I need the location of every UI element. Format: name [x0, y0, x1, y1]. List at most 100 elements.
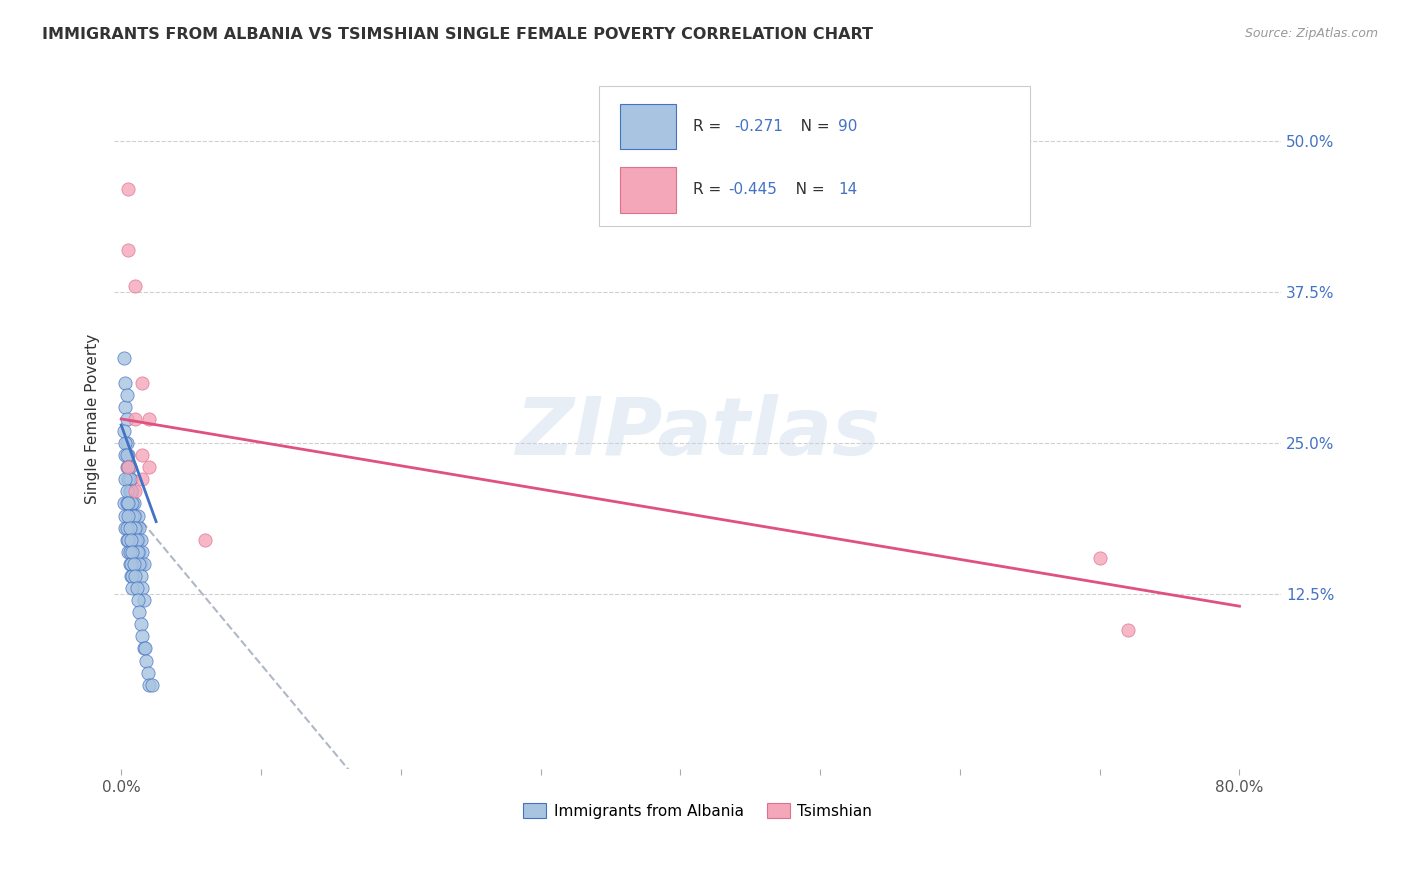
Point [129, 617, 152, 632]
Point [114, 436, 136, 450]
Text: N =: N = [780, 182, 834, 197]
Point [132, 641, 155, 656]
Text: IMMIGRANTS FROM ALBANIA VS TSIMSHIAN SINGLE FEMALE POVERTY CORRELATION CHART: IMMIGRANTS FROM ALBANIA VS TSIMSHIAN SIN… [42, 27, 873, 42]
Point [131, 472, 153, 486]
Point [120, 496, 142, 510]
Point [132, 557, 155, 571]
Text: R =: R = [693, 120, 731, 134]
Text: -0.271: -0.271 [734, 120, 783, 134]
Point [112, 424, 135, 438]
Point [118, 460, 141, 475]
Point [127, 593, 149, 607]
Point [124, 508, 146, 523]
Point [127, 545, 149, 559]
Text: N =: N = [786, 120, 835, 134]
Point [132, 593, 155, 607]
Point [114, 521, 136, 535]
Point [120, 484, 142, 499]
Point [128, 521, 150, 535]
Text: -0.445: -0.445 [728, 182, 778, 197]
Point [121, 533, 143, 547]
Point [136, 665, 159, 680]
Point [124, 412, 146, 426]
Point [115, 412, 138, 426]
Point [117, 182, 139, 196]
Text: 14: 14 [838, 182, 858, 197]
Point [131, 376, 153, 390]
Point [124, 533, 146, 547]
Point [125, 581, 148, 595]
Point [115, 496, 138, 510]
Point [117, 472, 139, 486]
Point [115, 484, 138, 499]
Point [118, 472, 141, 486]
Point [125, 545, 148, 559]
Point [118, 545, 141, 559]
Point [115, 533, 138, 547]
Point [117, 508, 139, 523]
Point [114, 400, 136, 414]
Point [124, 569, 146, 583]
Point [128, 605, 150, 619]
Text: Source: ZipAtlas.com: Source: ZipAtlas.com [1244, 27, 1378, 40]
Point [131, 448, 153, 462]
Point [118, 508, 141, 523]
Point [115, 460, 138, 475]
Point [124, 279, 146, 293]
Y-axis label: Single Female Poverty: Single Female Poverty [86, 334, 100, 504]
Point [114, 508, 136, 523]
Point [112, 496, 135, 510]
Point [121, 496, 143, 510]
Point [120, 472, 142, 486]
Point [117, 243, 139, 257]
Point [138, 412, 160, 426]
Point [112, 351, 135, 366]
Point [124, 484, 146, 499]
Point [117, 448, 139, 462]
Point [121, 569, 143, 583]
Point [121, 581, 143, 595]
Point [138, 678, 160, 692]
Point [131, 581, 153, 595]
Point [125, 533, 148, 547]
Point [131, 629, 153, 643]
Point [115, 521, 138, 535]
Text: R =: R = [693, 182, 727, 197]
Point [121, 545, 143, 559]
Point [120, 557, 142, 571]
Point [125, 545, 148, 559]
Point [118, 521, 141, 535]
Point [115, 388, 138, 402]
Point [117, 460, 139, 475]
Point [141, 678, 163, 692]
Point [117, 496, 139, 510]
Point [122, 521, 145, 535]
Point [122, 496, 145, 510]
Point [121, 508, 143, 523]
Point [120, 521, 142, 535]
Point [129, 557, 152, 571]
Text: 90: 90 [838, 120, 858, 134]
Point [122, 557, 145, 571]
Point [128, 557, 150, 571]
Legend: Immigrants from Albania, Tsimshian: Immigrants from Albania, Tsimshian [517, 797, 879, 825]
Point [124, 533, 146, 547]
Point [117, 460, 139, 475]
Point [114, 448, 136, 462]
Point [120, 496, 142, 510]
FancyBboxPatch shape [620, 103, 676, 150]
Point [1088, 550, 1111, 565]
Point [129, 569, 152, 583]
Point [114, 472, 136, 486]
Point [194, 533, 217, 547]
Point [128, 545, 150, 559]
FancyBboxPatch shape [599, 86, 1031, 227]
Text: ZIPatlas: ZIPatlas [515, 394, 880, 472]
Point [117, 472, 139, 486]
Point [120, 533, 142, 547]
Point [131, 545, 153, 559]
Point [117, 545, 139, 559]
Point [134, 641, 156, 656]
Point [120, 569, 142, 583]
Point [118, 484, 141, 499]
